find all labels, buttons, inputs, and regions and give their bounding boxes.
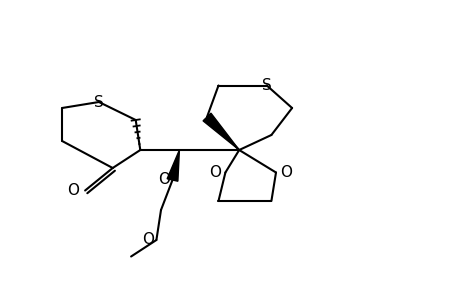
Polygon shape — [202, 113, 239, 150]
Text: O: O — [158, 172, 170, 188]
Text: O: O — [209, 165, 221, 180]
Text: O: O — [67, 183, 79, 198]
Text: O: O — [280, 165, 291, 180]
Text: S: S — [94, 94, 104, 110]
Polygon shape — [167, 150, 179, 181]
Text: O: O — [142, 232, 154, 247]
Text: S: S — [261, 78, 271, 93]
